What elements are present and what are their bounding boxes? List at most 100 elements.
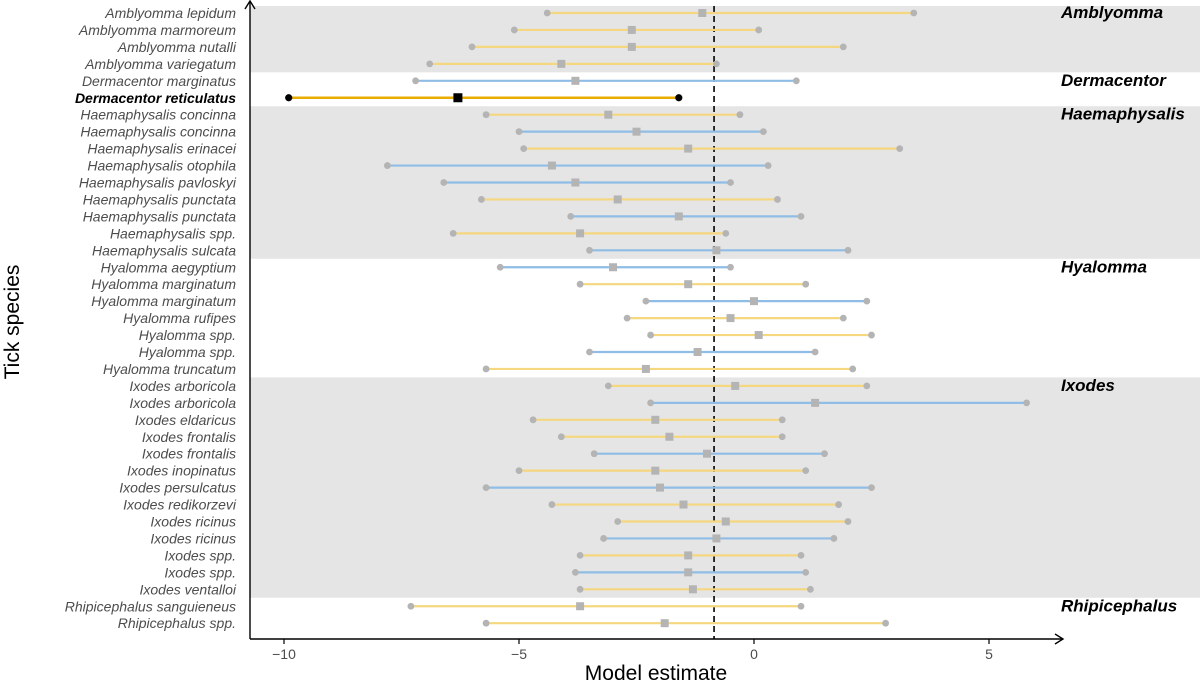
interval-low-point [586, 246, 593, 254]
interval-low-point [515, 128, 523, 136]
species-label: Amblyomma marmoreum [78, 22, 236, 38]
interval-low-point [496, 263, 504, 271]
interval-low-point [543, 9, 551, 17]
interval-high-point [882, 619, 889, 627]
species-label: Dermacentor reticulatus [75, 90, 236, 106]
species-label: Hyalomma spp. [139, 344, 236, 360]
interval-high-point [863, 297, 871, 305]
interval-high-point [713, 60, 720, 68]
estimate-marker [627, 42, 636, 51]
species-label: Ixodes frontalis [142, 446, 236, 462]
estimate-marker [674, 212, 683, 221]
species-label: Hyalomma spp. [139, 327, 236, 343]
interval-low-point [548, 501, 556, 508]
interval-low-point [482, 619, 490, 627]
interval-low-point [482, 365, 490, 373]
genus-labels: Amblyomma Dermacentor Haemaphysalis Hyalomm… [1060, 3, 1185, 615]
interval-low-point [482, 484, 490, 491]
species-label: Haemaphysalis pavloskyi [79, 175, 237, 191]
estimate-marker [576, 229, 585, 238]
interval-high-point [835, 501, 842, 508]
interval-high-point [675, 94, 683, 102]
interval-low-point [515, 467, 523, 475]
interval-high-point [863, 382, 871, 390]
interval-low-point [510, 26, 518, 34]
interval-high-point [802, 467, 810, 475]
species-label: Amblyomma variegatum [84, 56, 236, 72]
estimate-marker [698, 9, 707, 17]
species-label: Haemaphysalis spp. [110, 225, 236, 241]
species-label: Ixodes ricinus [150, 514, 236, 530]
interval-low-point [623, 314, 631, 322]
interval-low-point [576, 585, 584, 593]
species-label: Hyalomma marginatum [91, 276, 236, 292]
interval-high-point [839, 43, 847, 51]
x-axis-title: Model estimate [585, 662, 727, 684]
interval-high-point [821, 450, 828, 458]
species-label: Ixodes arboricola [129, 378, 236, 394]
y-axis-title: Tick species [1, 265, 24, 380]
interval-low-point [614, 518, 622, 525]
estimate-marker [576, 602, 585, 611]
interval-low-point [285, 94, 293, 102]
x-tick-label: 0 [750, 646, 758, 662]
estimate-marker [726, 314, 735, 323]
interval-low-point [529, 416, 537, 424]
interval-high-point [778, 433, 786, 441]
interval-low-point [468, 43, 476, 51]
species-label: Haemaphysalis sulcata [92, 242, 236, 258]
estimate-marker [679, 500, 688, 509]
interval-low-point [407, 602, 415, 610]
estimate-marker [571, 76, 580, 85]
interval-high-point [774, 196, 781, 203]
genus-label-dermacentor: Dermacentor [1061, 71, 1167, 90]
species-label: Amblyomma lepidum [104, 5, 236, 21]
interval-low-point [647, 331, 654, 339]
estimate-marker [684, 551, 693, 560]
interval-low-point [412, 77, 419, 85]
estimate-marker [604, 110, 613, 119]
interval-low-point [557, 433, 565, 441]
genus-label-rhipicephalus: Rhipicephalus [1061, 596, 1177, 615]
estimate-marker [651, 466, 660, 475]
interval-high-point [722, 229, 730, 237]
axes: −10 −5 0 5 [244, 0, 1065, 662]
estimate-marker [547, 161, 556, 170]
interval-low-point [642, 297, 650, 305]
interval-high-point [844, 518, 852, 525]
interval-high-point [764, 162, 772, 169]
estimate-marker [651, 415, 660, 424]
estimate-marker [811, 398, 820, 407]
species-label: Haemaphysalis otophila [87, 158, 236, 174]
interval-low-point [426, 60, 434, 68]
interval-high-point [727, 263, 734, 271]
interval-low-point [576, 552, 584, 559]
interval-low-point [520, 145, 528, 153]
species-label: Ixodes redikorzevi [123, 497, 237, 513]
interval-series [285, 9, 1030, 628]
estimate-marker [613, 195, 622, 204]
estimate-marker [660, 619, 669, 628]
estimate-marker [557, 59, 566, 68]
y-axis-arrow [244, 0, 256, 10]
estimate-marker [750, 297, 758, 306]
genus-label-haemaphysalis: Haemaphysalis [1061, 105, 1185, 124]
estimate-marker [684, 280, 693, 289]
x-tick-label: 5 [985, 646, 993, 662]
interval-high-point [1023, 399, 1030, 407]
interval-high-point [811, 348, 819, 356]
species-label: Rhipicephalus sanguieneus [65, 598, 236, 614]
estimate-marker [712, 534, 721, 543]
species-label: Hyalomma truncatum [103, 361, 236, 377]
estimate-marker [571, 178, 580, 187]
interval-low-point [586, 348, 593, 356]
estimate-marker [688, 585, 697, 594]
species-label: Ixodes arboricola [129, 395, 236, 411]
estimate-marker [693, 348, 702, 356]
interval-high-point [802, 568, 810, 576]
interval-high-point [802, 280, 810, 288]
species-label: Haemaphysalis concinna [80, 124, 236, 140]
species-label: Ixodes frontalis [142, 429, 236, 445]
species-label: Haemaphysalis punctata [83, 208, 237, 224]
interval-low-point [647, 399, 654, 407]
